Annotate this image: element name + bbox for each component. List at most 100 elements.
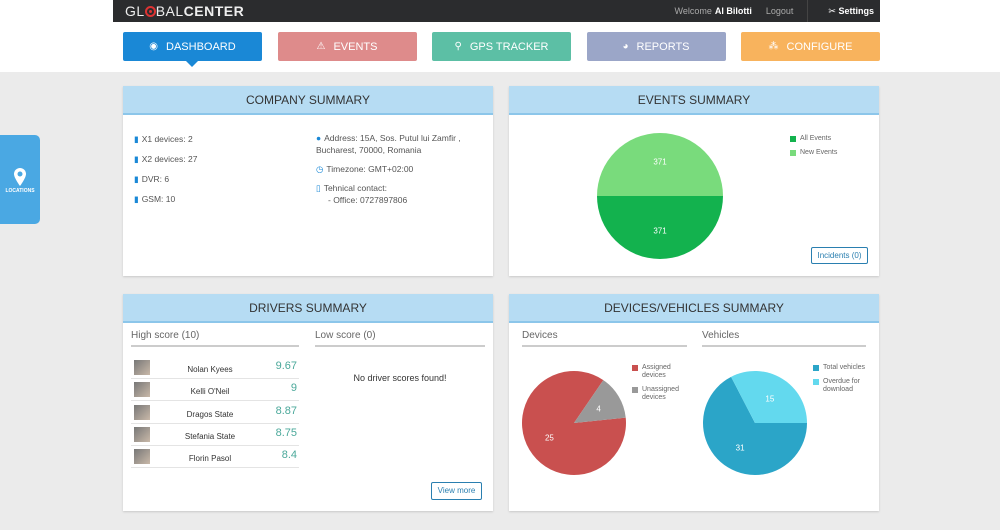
- slice-label: 371: [653, 157, 667, 166]
- vehicles-legend: Total vehicles Overdue for download: [813, 364, 868, 400]
- top-bar: GL BALCENTER Welcome Al Bilotti Logout ✂ S…: [0, 0, 1000, 22]
- avatar: [134, 426, 150, 442]
- legend-swatch: [632, 387, 638, 393]
- legend-swatch: [790, 150, 796, 156]
- legend-item[interactable]: Overdue for download: [813, 378, 868, 394]
- nav-label: CONFIGURE: [786, 40, 853, 53]
- user-name: Al Bilotti: [714, 6, 752, 16]
- driver-name: Nolan Kyees: [187, 365, 233, 374]
- locations-tab[interactable]: LOCATIONS: [0, 135, 40, 224]
- nav-reports[interactable]: ◕ REPORTS: [586, 32, 726, 61]
- avatar: [134, 360, 150, 375]
- timezone: Timezone: GMT+02:00: [326, 164, 414, 174]
- pie-slice[interactable]: [703, 376, 807, 475]
- locations-label: LOCATIONS: [5, 188, 35, 194]
- settings-link[interactable]: ✂ Settings: [807, 0, 874, 22]
- legend-label: Overdue for download: [823, 378, 860, 393]
- target-icon: [144, 6, 156, 17]
- map-pin-icon: [14, 168, 26, 186]
- device-icon: ▮: [134, 134, 139, 144]
- company-summary-panel: COMPANY SUMMARY: [123, 86, 493, 276]
- panel-title: COMPANY SUMMARY: [123, 86, 493, 115]
- welcome-text: Welcome: [674, 6, 712, 16]
- address-line2: Bucharest, 70000, Romania: [316, 145, 422, 155]
- driver-score: 9.67: [275, 360, 297, 372]
- logo-text: BAL: [155, 3, 184, 19]
- office-phone: - Office: 0727897806: [328, 195, 408, 205]
- slice-label: 15: [765, 395, 774, 404]
- driver-row[interactable]: Stefania State 8.75: [131, 424, 299, 446]
- map-pin-icon: ⚲: [454, 41, 462, 52]
- settings-label: Settings: [838, 6, 874, 16]
- legend-item[interactable]: Total vehicles: [813, 364, 868, 372]
- dashboard-icon: ◉: [149, 41, 159, 52]
- nav-configure[interactable]: ⁂ CONFIGURE: [741, 32, 880, 61]
- nav-label: REPORTS: [636, 40, 690, 53]
- high-score-header: High score (10): [131, 330, 299, 347]
- legend-item[interactable]: All Events: [790, 135, 837, 143]
- logo[interactable]: GL BALCENTER: [125, 3, 244, 19]
- nav-label: EVENTS: [333, 40, 378, 53]
- driver-score: 8.87: [275, 404, 297, 417]
- nav-label: GPS TRACKER: [469, 40, 549, 53]
- avatar: [134, 449, 150, 465]
- slice-label: 31: [736, 443, 745, 452]
- driver-row[interactable]: Dragos State 8.87: [131, 402, 299, 424]
- vehicles-header: Vehicles: [702, 330, 866, 347]
- pie-slice[interactable]: [731, 371, 807, 423]
- logo-text: CENTER: [183, 3, 245, 19]
- legend-label: Unassigned devices: [642, 386, 679, 401]
- driver-score: 8.4: [281, 449, 297, 462]
- driver-score: 8.75: [275, 426, 297, 439]
- avatar: [134, 382, 150, 398]
- driver-row[interactable]: Kelli O'Neil 9: [131, 379, 299, 402]
- legend-item[interactable]: Unassigned devices: [632, 386, 682, 402]
- driver-row[interactable]: Nolan Kyees 9.67: [131, 357, 299, 379]
- panel-title: EVENTS SUMMARY: [509, 86, 879, 115]
- pie-slice[interactable]: [597, 196, 723, 259]
- pie-slice[interactable]: [574, 380, 626, 423]
- device-counts: ▮ X1 devices: 2 ▮ X2 devices: 27 ▮ DVR: 6 ▮…: [134, 133, 197, 205]
- logo-text: GL: [125, 3, 145, 19]
- legend-label: New Events: [800, 149, 838, 156]
- sitemap-icon: ⁂: [768, 41, 779, 52]
- events-pie-chart: 371 371: [597, 133, 723, 259]
- address: Address: 15A, Sos. Putul lui Zamfir ,: [324, 133, 461, 143]
- map-marker-icon: ●: [316, 133, 322, 143]
- devices-pie-chart: 25 4: [522, 371, 626, 475]
- phone-icon: ▯: [316, 183, 321, 193]
- warning-icon: ⚠: [316, 41, 326, 52]
- driver-score: 9: [290, 382, 297, 395]
- legend-item[interactable]: Assigned devices: [632, 364, 682, 380]
- low-score-header: Low score (0): [315, 330, 485, 347]
- legend-swatch: [632, 365, 638, 371]
- x2-devices: X2 devices: 27: [141, 154, 198, 164]
- nav-dashboard[interactable]: ◉ DASHBOARD: [123, 32, 262, 67]
- driver-row[interactable]: Florin Pasol 8.4: [131, 446, 299, 469]
- legend-swatch: [813, 365, 819, 371]
- driver-name: Dragos State: [186, 409, 234, 419]
- devices-header: Devices: [522, 330, 687, 347]
- tools-icon: ✂: [828, 6, 836, 16]
- legend-item[interactable]: New Events: [790, 149, 837, 157]
- x1-devices: X1 devices: 2: [141, 134, 193, 144]
- slice-label: 371: [653, 227, 667, 236]
- driver-name: Kelli O'Neil: [190, 387, 230, 397]
- legend-label: Total vehicles: [823, 364, 866, 371]
- nav-gps-tracker[interactable]: ⚲ GPS TRACKER: [432, 32, 571, 61]
- device-icon: ▮: [134, 154, 139, 164]
- logout-link[interactable]: Logout: [765, 6, 794, 16]
- avatar: [134, 404, 150, 420]
- incidents-button[interactable]: Incidents (0): [811, 247, 868, 264]
- view-more-button[interactable]: View more: [431, 482, 482, 500]
- pie-slice[interactable]: [597, 133, 723, 196]
- vehicles-pie-chart: 31 15: [703, 371, 807, 475]
- nav-label: DASHBOARD: [166, 40, 236, 53]
- legend-swatch: [790, 136, 796, 142]
- slice-label: 4: [596, 404, 601, 413]
- nav-events[interactable]: ⚠ EVENTS: [277, 32, 417, 61]
- devices-legend: Assigned devices Unassigned devices: [632, 364, 682, 408]
- contact-label: Tehnical contact:: [323, 183, 388, 193]
- device-icon: ▮: [134, 194, 139, 204]
- no-scores-message: No driver scores found!: [353, 373, 447, 383]
